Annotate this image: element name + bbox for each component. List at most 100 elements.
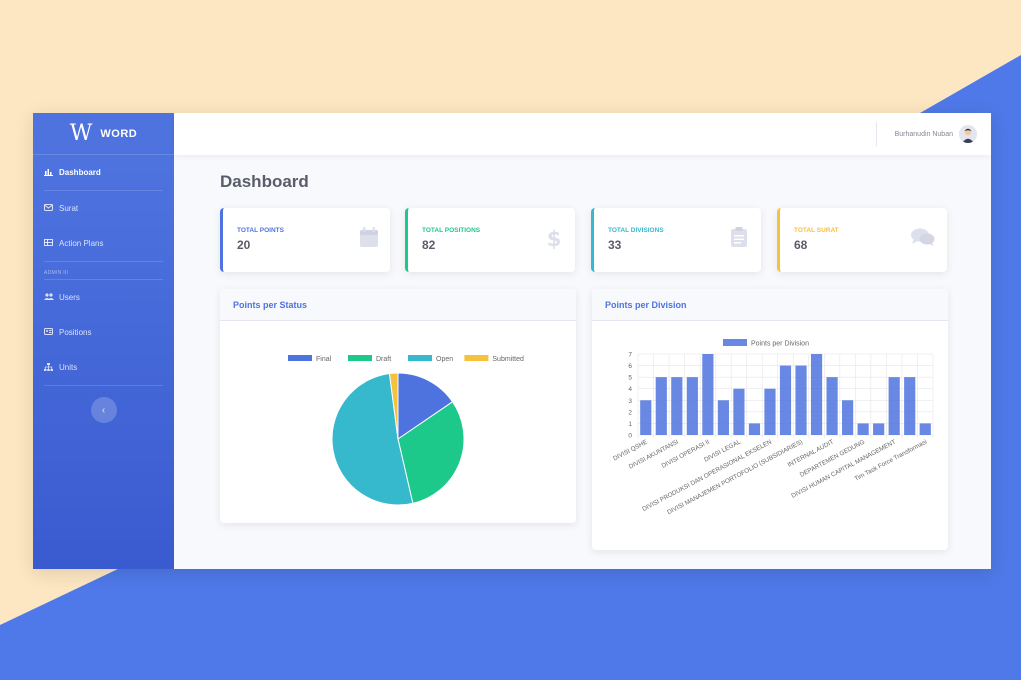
legend-label: Submitted [492,356,524,363]
sidebar-item-positions[interactable]: Positions [33,315,174,350]
dollar-icon: $ [545,227,563,251]
bar [733,388,745,435]
users-icon [44,293,54,302]
bar [873,423,885,435]
sidebar-divider [44,279,163,280]
stat-card-positions: TOTAL POSITIONS 82 $ [405,208,575,272]
bar [779,365,792,435]
topbar: Burhanudin Nuban [174,113,991,155]
y-tick-label: 7 [628,352,632,359]
y-tick-label: 4 [628,386,632,393]
chevron-left-icon: ‹ [101,404,106,416]
sitemap-icon [44,362,53,373]
topbar-divider [875,122,877,146]
sidebar-heading: ADMIN III [44,270,69,276]
stat-label: TOTAL POINTS [237,227,284,234]
legend-item: Submitted [464,355,524,363]
svg-text:$: $ [547,227,562,249]
sidebar-item-action-plans[interactable]: Action Plans [33,226,174,261]
stat-value: 20 [237,238,251,252]
stat-value: 33 [608,238,622,252]
legend-item: Points per Division [723,339,809,348]
sidebar-toggle-button[interactable]: ‹ [90,397,117,423]
stat-label: TOTAL POSITIONS [422,227,481,234]
sidebar-item-dashboard[interactable]: Dashboard [33,155,174,190]
brand-logo: W [69,121,93,146]
stat-label: TOTAL SURAT [794,227,839,234]
legend-item: Final [288,355,332,363]
pie-slice-submitted [388,372,399,440]
envelope-icon [44,204,53,213]
avatar[interactable] [959,125,977,143]
sidebar-item-label: Users [59,293,80,302]
y-tick-label: 0 [628,433,632,440]
bar [857,423,869,435]
id-card-icon [44,328,53,337]
clipboard-icon [731,227,749,249]
bar [795,365,807,435]
bar [748,423,761,435]
y-tick-label: 3 [628,398,632,405]
legend-label: Open [436,356,453,363]
main-content: Burhanudin Nuban Dashboard TOTAL POINTS … [174,113,991,569]
chart-bar-icon [44,168,53,178]
y-tick-label: 1 [628,421,632,428]
y-tick-label: 5 [628,375,632,382]
legend-item: Draft [348,355,391,363]
stat-label: TOTAL DIVISIONS [608,227,664,234]
legend-swatch [408,355,432,361]
y-tick-label: 2 [628,409,632,416]
comments-icon [911,227,935,249]
stat-value: 68 [794,238,808,252]
footer-strip [174,565,991,569]
sidebar: W WORD Dashboard Surat Action Plans ADMI… [33,113,174,569]
sidebar-item-units[interactable]: Units [33,350,174,385]
bar [717,400,729,435]
sidebar-divider [44,190,163,191]
app-window: W WORD Dashboard Surat Action Plans ADMI… [33,113,991,569]
legend-swatch [348,355,372,361]
bar [842,400,854,435]
legend-label: Draft [376,356,391,363]
legend-swatch [723,339,747,346]
bar [702,354,714,435]
bar [686,377,698,435]
page-title: Dashboard [220,172,309,191]
division-chart-panel: Points per Division Points per Division 0… [592,289,948,550]
pie-slice-open [331,372,414,506]
bar [888,377,900,435]
pie-slice-final [397,372,454,440]
stat-card-surat: TOTAL SURAT 68 [777,208,947,272]
legend-swatch [464,355,489,361]
sidebar-divider [44,385,163,386]
bar [640,400,652,435]
stat-card-divisions: TOTAL DIVISIONS 33 [591,208,761,272]
sidebar-item-label: Action Plans [59,239,104,248]
pie-slice-draft [397,401,465,504]
sidebar-item-label: Units [59,363,78,372]
legend-item: Open [408,355,453,363]
sidebar-item-label: Positions [59,328,92,337]
legend-swatch [288,355,312,361]
bar [810,354,823,435]
sidebar-divider [44,261,163,262]
y-tick-label: 6 [628,363,632,370]
calendar-icon [360,227,378,249]
panel-title: Points per Division [592,289,948,321]
bar [904,377,916,435]
bar [655,377,667,435]
bar [671,377,683,435]
sidebar-item-users[interactable]: Users [33,280,174,315]
brand-name: WORD [100,127,138,140]
user-name[interactable]: Burhanudin Nuban [894,130,953,138]
legend-label: Points per Division [751,341,809,348]
status-chart-panel: Points per Status Final Draft Open Submitte… [220,289,576,523]
panel-title: Points per Status [220,289,576,321]
stat-card-points: TOTAL POINTS 20 [220,208,390,272]
brand[interactable]: W WORD [33,113,174,155]
pie-chart: Final Draft Open Submitted [288,355,524,506]
sidebar-item-surat[interactable]: Surat [33,191,174,226]
bar [826,377,838,435]
